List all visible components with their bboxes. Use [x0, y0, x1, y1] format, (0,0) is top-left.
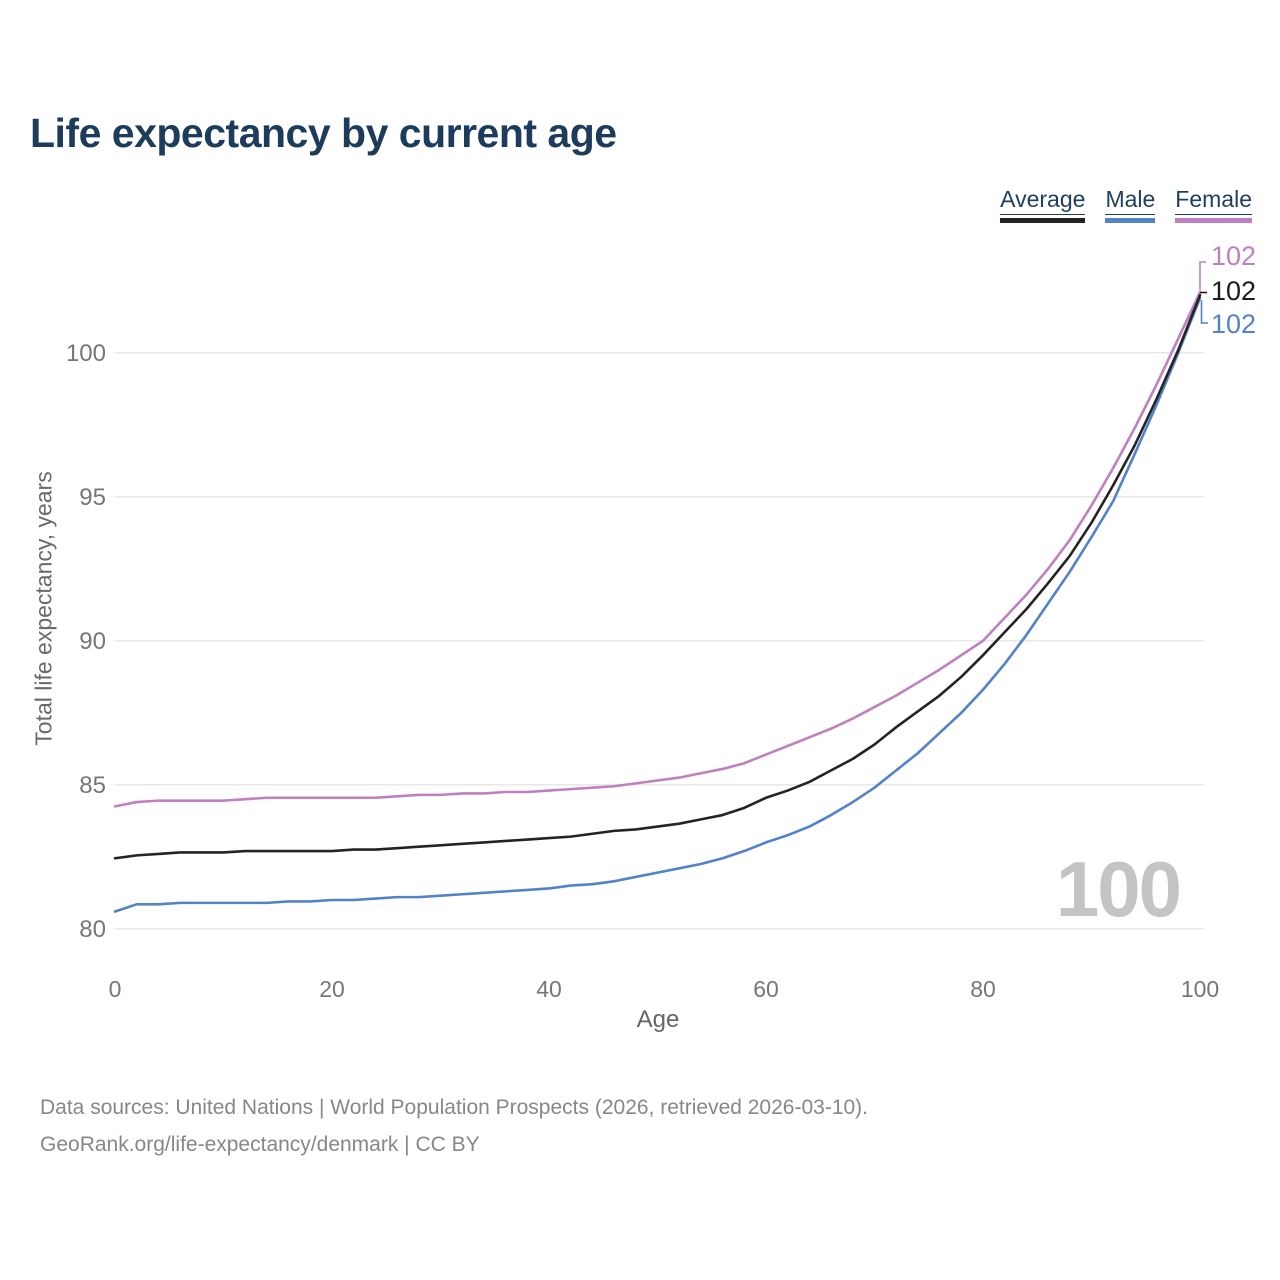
y-tick-label-100: 100	[66, 340, 106, 367]
series-line-average	[113, 293, 1202, 860]
chart-title: Life expectancy by current age	[30, 110, 617, 156]
y-tick-label-90: 90	[79, 628, 106, 655]
legend-label: Male	[1105, 186, 1156, 216]
series-line-female	[113, 291, 1202, 808]
legend: Average Male Female	[1000, 186, 1252, 224]
age-counter-watermark: 100	[1055, 845, 1182, 933]
footer-attribution: GeoRank.org/life-expectancy/denmark | CC…	[40, 1133, 480, 1156]
end-label-connector-male	[1200, 300, 1208, 324]
x-tick-label-20: 20	[319, 976, 345, 1002]
x-tick-label-60: 60	[753, 976, 779, 1002]
x-axis-title: Age	[636, 1006, 680, 1033]
legend-item-male[interactable]: Male	[1105, 186, 1156, 224]
end-label-connector-female	[1199, 261, 1206, 291]
y-axis-title: Total life expectancy, years	[30, 471, 57, 746]
end-value-label-female: 102	[1211, 241, 1257, 271]
y-tick-label-85: 85	[79, 772, 106, 799]
x-tick-label-100: 100	[1181, 976, 1219, 1002]
legend-color-bar-female	[1175, 218, 1252, 224]
end-value-label-male: 102	[1211, 309, 1257, 339]
footer: Data sources: United Nations | World Pop…	[40, 1089, 868, 1163]
footer-data-sources: Data sources: United Nations | World Pop…	[40, 1096, 869, 1119]
legend-color-bar-male	[1105, 218, 1156, 224]
legend-label: Average	[1000, 186, 1086, 216]
legend-item-female[interactable]: Female	[1175, 186, 1252, 224]
y-tick-label-95: 95	[79, 484, 106, 511]
legend-color-bar-average	[1000, 218, 1086, 224]
series-line-male	[113, 296, 1202, 913]
x-tick-label-80: 80	[970, 976, 996, 1002]
legend-label: Female	[1175, 186, 1252, 216]
y-tick-label-80: 80	[79, 916, 106, 943]
end-value-label-average: 102	[1211, 276, 1257, 306]
legend-item-average[interactable]: Average	[1000, 186, 1086, 224]
x-tick-label-40: 40	[536, 976, 562, 1002]
x-tick-label-0: 0	[109, 976, 122, 1002]
